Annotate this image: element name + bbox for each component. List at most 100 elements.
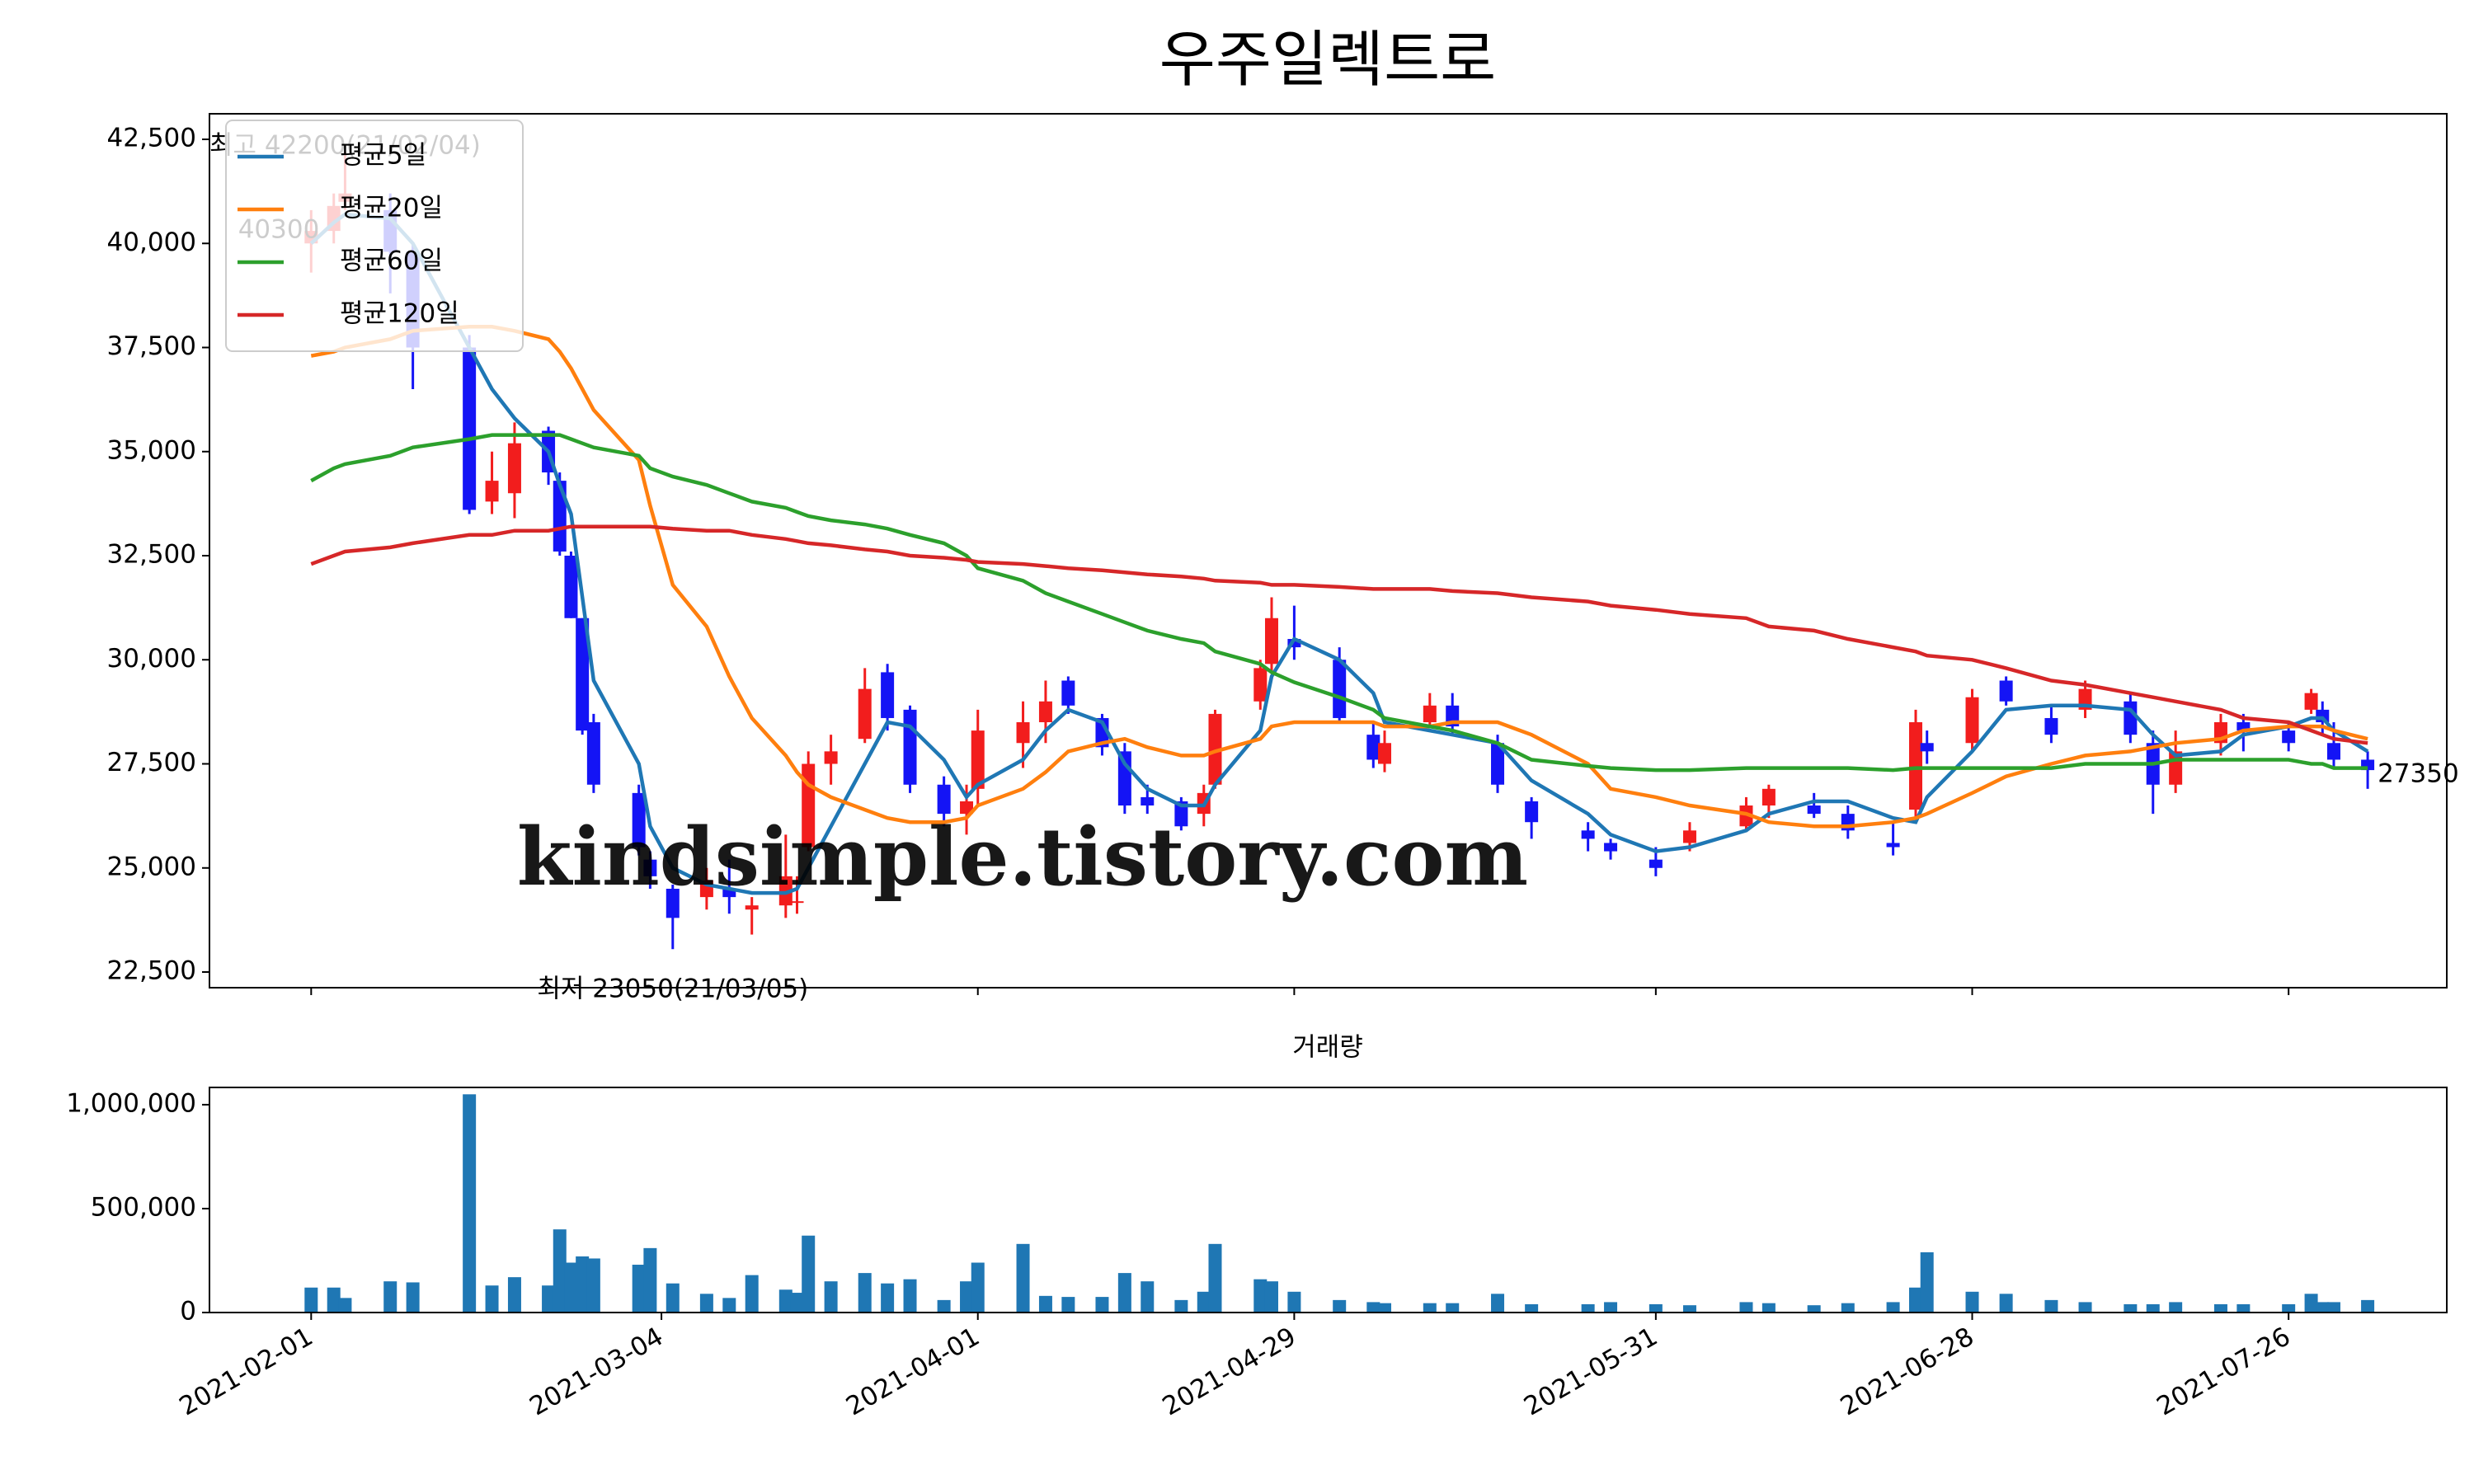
candle-body	[1581, 830, 1595, 839]
volume-bar	[2304, 1294, 2318, 1313]
volume-bar	[960, 1281, 974, 1313]
volume-bar	[824, 1281, 838, 1313]
volume-bar	[576, 1256, 590, 1313]
volume-bar	[1739, 1302, 1753, 1313]
y-tick-label: 1,000,000	[66, 1088, 196, 1118]
volume-bar	[1208, 1243, 1222, 1313]
volume-bar	[903, 1279, 917, 1313]
y-tick-label: 25,000	[107, 852, 196, 881]
low-annotation: 최저 23050(21/03/05)	[537, 974, 808, 1004]
candle-body	[1739, 805, 1753, 827]
volume-bar	[406, 1282, 420, 1313]
volume-bar	[858, 1273, 872, 1313]
ma-line	[309, 212, 2369, 895]
volume-bar	[1446, 1303, 1460, 1313]
volume-bar	[699, 1294, 713, 1313]
plot-frame	[209, 1087, 2448, 1313]
candle-body	[1016, 722, 1030, 744]
volume-bar	[1366, 1302, 1380, 1313]
candle-body	[1909, 722, 1923, 810]
volume-bar	[2282, 1303, 2296, 1313]
candle-body	[1174, 801, 1188, 827]
candle-body	[586, 722, 600, 785]
volume-bar	[1095, 1297, 1109, 1313]
candle-body	[463, 347, 477, 510]
volume-bar	[1886, 1302, 1900, 1313]
candle-body	[1366, 735, 1380, 760]
chart-title: 우주일렉트로	[1159, 25, 1496, 96]
volume-bar	[790, 1293, 804, 1313]
candle-body	[778, 876, 793, 906]
volume-bar	[802, 1235, 816, 1313]
candle-body	[1264, 618, 1278, 665]
candle-body	[2044, 717, 2058, 735]
volume-bar	[1333, 1299, 1347, 1313]
volume-bar	[1197, 1291, 1211, 1313]
volume-bar	[1061, 1297, 1075, 1313]
candle-body	[1807, 805, 1821, 815]
candle-body	[1886, 843, 1900, 848]
candle-body	[1999, 680, 2013, 702]
watermark: kindsimple.tistory.com	[517, 810, 1528, 904]
candle-body	[1525, 801, 1539, 823]
volume-bar	[666, 1283, 680, 1313]
volume-bar	[1491, 1294, 1505, 1313]
candle-body	[2326, 743, 2340, 760]
volume-bar	[1682, 1305, 1696, 1313]
volume-bar	[304, 1287, 318, 1313]
volume-bar	[564, 1262, 578, 1313]
candle-body	[824, 751, 838, 764]
y-tick-label: 30,000	[107, 644, 196, 674]
candle-body	[1287, 639, 1301, 648]
volume-bar	[338, 1298, 352, 1313]
candle-body	[1333, 660, 1347, 718]
volume-bar	[383, 1281, 397, 1313]
volume-bar	[1038, 1295, 1052, 1313]
candle-body	[507, 443, 521, 494]
candle-body	[971, 730, 985, 789]
legend-label: 평균120일	[340, 299, 459, 329]
y-tick-label: 500,000	[91, 1192, 196, 1222]
candle-body	[2124, 701, 2138, 735]
candle-body	[745, 905, 759, 910]
volume-bar	[971, 1262, 985, 1313]
volume-bar	[553, 1229, 567, 1313]
candle-body	[937, 784, 951, 815]
candle-body	[858, 688, 872, 740]
candle-body	[1253, 668, 1268, 702]
legend-label: 평균60일	[340, 247, 443, 276]
volume-bar	[1264, 1281, 1278, 1313]
volume-bar	[2361, 1299, 2375, 1313]
y-tick-label: 22,500	[107, 956, 196, 986]
volume-bar	[1525, 1303, 1539, 1313]
volume-bar	[2078, 1302, 2092, 1313]
candle-body	[1117, 751, 1131, 806]
y-tick-label: 27,500	[107, 748, 196, 777]
candle-body	[1965, 697, 1979, 744]
candle-body	[1378, 743, 1392, 764]
volume-bar	[722, 1298, 736, 1313]
volume-bar	[2236, 1303, 2251, 1313]
volume-bar	[881, 1283, 895, 1313]
volume-bar	[1174, 1299, 1188, 1313]
candle-body	[1649, 859, 1663, 868]
candle-body	[881, 672, 895, 718]
volume-bar	[1287, 1291, 1301, 1313]
candle-body	[632, 792, 646, 848]
legend-label: 평균5일	[340, 141, 426, 171]
candle-body	[666, 889, 680, 918]
candle-body	[903, 709, 917, 785]
candle-body	[643, 859, 657, 876]
y-tick-label: 35,000	[107, 435, 196, 465]
volume-bar	[1604, 1302, 1618, 1313]
volume-bar	[586, 1258, 600, 1313]
legend-box	[225, 120, 524, 352]
volume-bar	[542, 1285, 556, 1313]
candle-body	[1423, 705, 1437, 723]
candle-body	[564, 556, 578, 618]
candle-body	[553, 481, 567, 552]
ma-line	[310, 325, 2368, 829]
candle-body	[960, 801, 974, 815]
candle-body	[576, 618, 590, 731]
